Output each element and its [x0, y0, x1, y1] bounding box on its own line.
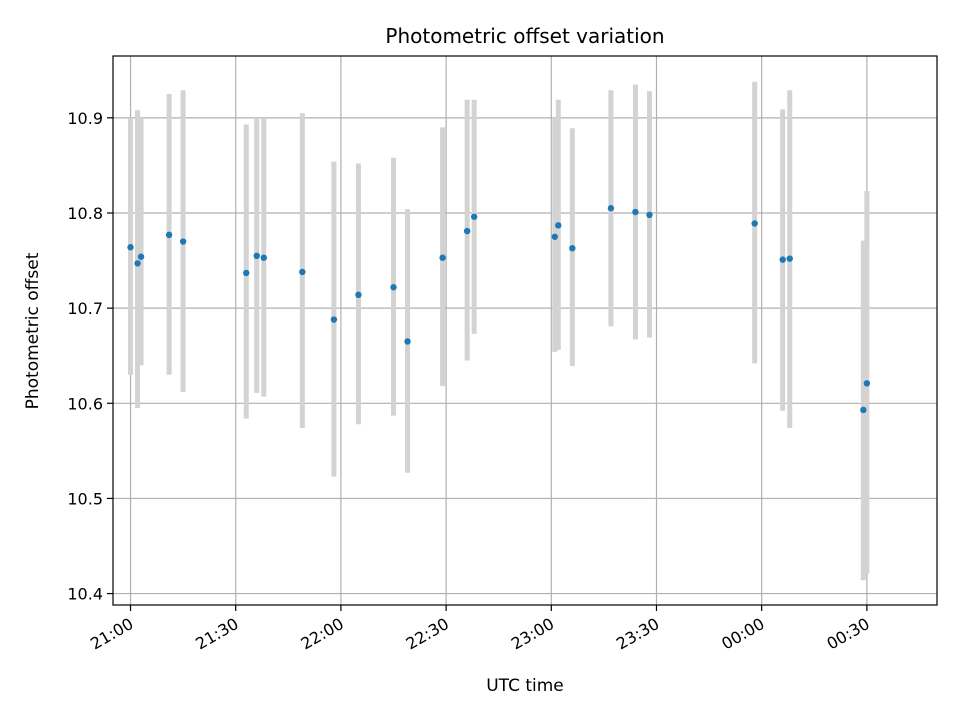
x-tick-label: 22:30 [403, 614, 452, 654]
y-axis-title: Photometric offset [23, 252, 43, 409]
data-point [632, 208, 639, 216]
data-point [555, 222, 562, 229]
data-point [607, 205, 615, 212]
data-point [439, 254, 446, 261]
y-tick-label: 10.9 [67, 109, 103, 128]
y-tick-label: 10.5 [67, 489, 103, 508]
data-points [127, 205, 871, 414]
data-point [863, 380, 871, 387]
data-point [779, 256, 786, 263]
data-point [390, 284, 397, 291]
x-tick-label: 23:30 [613, 614, 662, 654]
data-point [404, 338, 411, 345]
x-axis-title: UTC time [486, 676, 564, 696]
data-point [470, 213, 478, 220]
data-point [786, 255, 793, 262]
data-point [569, 244, 576, 252]
data-point [463, 227, 471, 235]
data-point [355, 291, 362, 299]
data-point [165, 231, 173, 239]
data-point [330, 316, 338, 323]
grid-lines [113, 56, 937, 605]
x-tick-label: 00:00 [718, 614, 767, 654]
data-point [179, 238, 187, 245]
data-point [551, 233, 559, 240]
y-tick-label: 10.8 [67, 204, 103, 223]
data-point [646, 211, 653, 219]
x-tick-label: 21:30 [192, 614, 241, 654]
data-point [299, 268, 306, 276]
x-tick-label: 00:30 [823, 614, 872, 654]
x-tick-label: 23:00 [508, 614, 557, 654]
data-point [137, 253, 145, 260]
data-point [260, 254, 267, 261]
data-point [243, 269, 250, 277]
error-bars [128, 81, 870, 581]
data-point [253, 252, 260, 260]
data-point [127, 244, 134, 251]
data-point [751, 220, 758, 227]
x-tick-label: 22:00 [297, 614, 346, 654]
plot-area-frame [112, 55, 938, 606]
x-axis-ticks: 21:00 21:30 22:00 22:30 23:00 23:30 00:00 00:30 [87, 605, 873, 654]
y-tick-label: 10.6 [67, 394, 103, 413]
data-point [860, 406, 867, 414]
y-axis-ticks: 10.4 10.5 10.6 10.7 10.8 10.9 [67, 109, 113, 604]
x-tick-label: 21:00 [87, 614, 136, 654]
chart-title: Photometric offset variation [385, 24, 664, 48]
y-tick-label: 10.7 [67, 299, 103, 318]
y-tick-label: 10.4 [67, 585, 103, 604]
data-point [134, 260, 141, 267]
